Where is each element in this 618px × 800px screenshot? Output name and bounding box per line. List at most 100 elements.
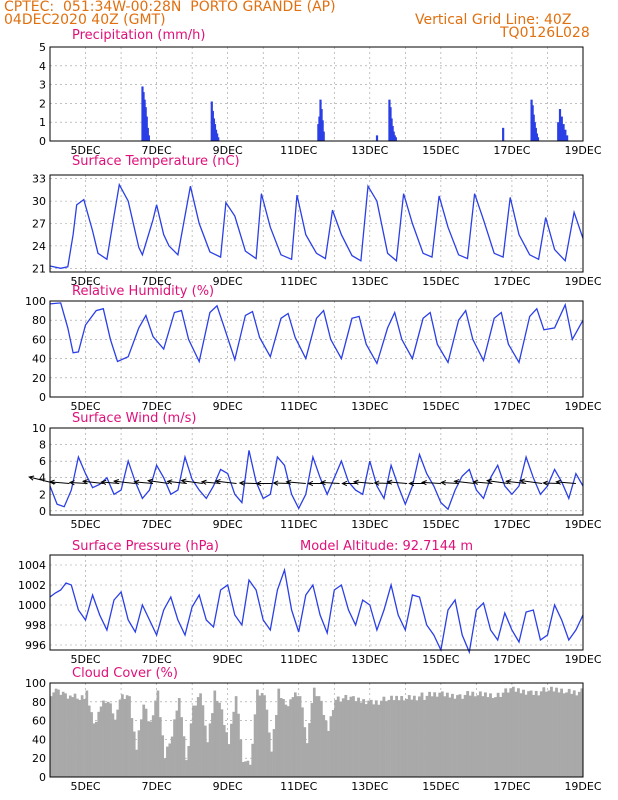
cloud-bar <box>544 691 548 777</box>
cloud-ytick: 80 <box>32 696 46 709</box>
cloud-bar <box>213 690 217 777</box>
cloud-bar <box>201 705 205 777</box>
cloud-bar <box>208 723 212 777</box>
cloud-bar <box>407 695 411 777</box>
cloud-bar <box>433 692 437 777</box>
cloud-bar <box>246 760 250 777</box>
wind-ytick: 2 <box>39 488 46 501</box>
cloud-bar <box>352 696 355 777</box>
press-ytick: 996 <box>25 639 46 652</box>
wind-xtick: 17DEC <box>493 518 530 531</box>
cloud-bar <box>327 730 330 777</box>
wind-arrow <box>486 478 509 485</box>
rh-xtick: 17DEC <box>493 400 530 413</box>
wind-xtick: 15DEC <box>422 518 459 531</box>
rh-xtick: 11DEC <box>280 400 317 413</box>
cloud-bar <box>395 695 399 777</box>
wind-arrow <box>453 479 475 485</box>
cloud-bar <box>244 761 247 777</box>
cloud-bar <box>471 691 475 777</box>
cloud-bar <box>158 717 162 777</box>
rh-xtick: 15DEC <box>422 400 459 413</box>
cloud-bar <box>68 695 72 777</box>
precip-xtick: 13DEC <box>351 144 388 157</box>
cloud-xtick: 19DEC <box>564 780 601 793</box>
cloud-frame <box>49 682 584 778</box>
press-xtick: 17DEC <box>493 653 530 666</box>
cloud-xtick: 17DEC <box>493 780 530 793</box>
cloud-bar <box>80 695 84 777</box>
temp-xtick: 7DEC <box>142 275 172 288</box>
precip-bar <box>375 135 379 141</box>
rh-ytick: 40 <box>32 353 46 366</box>
wind-arrow <box>200 479 221 485</box>
precip-title: Precipitation (mm/h) <box>72 28 206 43</box>
temp-title: Surface Temperature (nC) <box>72 154 240 169</box>
cloud-bar <box>466 691 470 777</box>
wind-ytick: 10 <box>32 422 46 435</box>
cloud-bar <box>265 709 269 777</box>
cloud-xtick: 13DEC <box>351 780 388 793</box>
cloud-title: Cloud Cover (%) <box>72 666 178 681</box>
precip-xtick: 7DEC <box>142 144 172 157</box>
cloud-bar <box>156 690 160 777</box>
cloud-bar <box>346 700 350 777</box>
cloud-bar <box>87 705 91 777</box>
cloud-bar <box>451 693 454 777</box>
cloud-bar <box>570 693 574 777</box>
cloud-bar <box>349 696 353 777</box>
precip-bar <box>146 127 149 141</box>
cloud-bar <box>132 731 136 777</box>
cloud-bar <box>140 719 143 777</box>
cloud-bar <box>50 696 53 777</box>
cloud-bar <box>104 703 108 777</box>
wind-arrow <box>542 480 560 486</box>
cloud-bar <box>144 708 148 777</box>
cloud-bar <box>187 745 191 777</box>
wind-ytick: 4 <box>39 472 46 485</box>
cloud-bar <box>211 713 214 777</box>
precip-frame <box>49 46 584 142</box>
rh-ytick: 0 <box>39 391 46 404</box>
press-ytick: 1004 <box>18 559 46 572</box>
cloud-bar <box>387 699 391 777</box>
cloud-bar <box>577 691 581 777</box>
temp-xtick: 13DEC <box>351 275 388 288</box>
station-header: CPTEC: 051:34W-00:28N PORTO GRANDE (AP) <box>4 0 336 15</box>
cloud-xtick: 5DEC <box>70 780 100 793</box>
cloud-bar <box>196 697 200 777</box>
cloud-bar <box>377 704 381 777</box>
cloud-bar <box>491 698 495 777</box>
cloud-bar <box>154 700 157 777</box>
rh-title: Relative Humidity (%) <box>72 284 215 299</box>
wind-xtick: 11DEC <box>280 518 317 531</box>
cloud-bar <box>130 718 134 777</box>
cloud-panel: 0 20 40 60 80 100 5DEC 7DEC 9DEC 11DEC 13DEC 15DEC 1… <box>25 677 602 793</box>
cloud-bar <box>336 696 340 777</box>
cloud-bar <box>241 761 245 777</box>
cloud-bar <box>263 695 266 777</box>
cloud-ytick: 40 <box>32 733 46 746</box>
rh-series-line <box>49 302 584 366</box>
cloud-bar <box>555 687 558 777</box>
cloud-bar <box>61 691 65 777</box>
precip-xtick: 11DEC <box>280 144 317 157</box>
cloud-bar <box>59 694 63 777</box>
cloud-bar <box>54 688 58 777</box>
cloud-bar <box>71 697 74 777</box>
press-ytick: 1000 <box>18 599 46 612</box>
cloud-bar <box>275 714 278 777</box>
cloud-bar <box>170 736 174 777</box>
cloud-bar <box>291 697 295 777</box>
cloud-bar <box>272 729 276 777</box>
press-xtick: 15DEC <box>422 653 459 666</box>
temp-ytick: 24 <box>32 240 46 253</box>
precip-bar <box>394 137 397 141</box>
temp-series-line <box>49 182 584 269</box>
cloud-bar <box>185 760 188 777</box>
cloud-bar <box>529 690 533 777</box>
cloud-bar <box>277 688 281 777</box>
cloud-bar <box>135 749 138 777</box>
precip-bar <box>562 124 565 141</box>
rh-ytick: 80 <box>32 314 46 327</box>
